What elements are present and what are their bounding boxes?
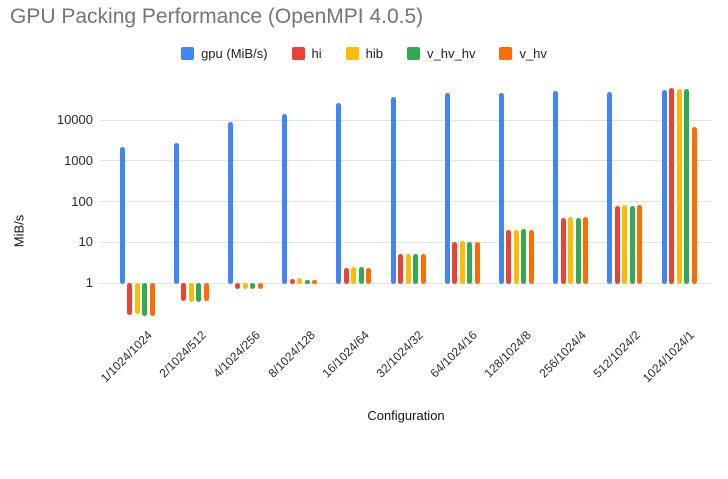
bar-hib-32-1024-32[interactable] bbox=[405, 254, 411, 284]
bar-gpu-mib-s-16-1024-64[interactable] bbox=[336, 103, 342, 284]
bar-gpu-mib-s-8-1024-128[interactable] bbox=[282, 113, 288, 284]
bar-v-hv-hv-512-1024-2[interactable] bbox=[629, 205, 635, 284]
bar-gpu-mib-s-1024-1024-1[interactable] bbox=[661, 89, 667, 284]
bar-v-hv-8-1024-128[interactable] bbox=[312, 280, 318, 284]
bar-v-hv-hv-1-1024-1024[interactable] bbox=[142, 282, 147, 317]
bar-gpu-mib-s-64-1024-16[interactable] bbox=[444, 93, 450, 284]
bar-hib-1024-1024-1[interactable] bbox=[676, 89, 682, 284]
bar-hi-256-1024-4[interactable] bbox=[560, 218, 566, 284]
bar-hi-1024-1024-1[interactable] bbox=[669, 88, 674, 284]
legend-item-v-hv-hv: v_hv_hv bbox=[407, 46, 475, 61]
legend-label: hi bbox=[311, 46, 322, 61]
bar-v-hv-2-1024-512[interactable] bbox=[203, 282, 209, 302]
bar-hi-16-1024-64[interactable] bbox=[343, 267, 349, 284]
legend-item-hi: hi bbox=[291, 46, 322, 61]
bar-v-hv-hv-1024-1024-1[interactable] bbox=[684, 88, 689, 284]
y-axis-title: MiB/s bbox=[11, 214, 27, 248]
legend-swatch-icon bbox=[345, 47, 359, 60]
y-tick-label-10: 10 bbox=[78, 234, 93, 250]
bar-hib-128-1024-8[interactable] bbox=[513, 229, 519, 284]
bar-v-hv-hv-4-1024-256[interactable] bbox=[250, 282, 256, 289]
legend-label: v_hv_hv bbox=[427, 46, 476, 61]
legend-item-gpu-mib-s: gpu (MiB/s) bbox=[181, 46, 268, 61]
bar-hib-512-1024-2[interactable] bbox=[622, 205, 628, 284]
bar-v-hv-1-1024-1024[interactable] bbox=[149, 282, 155, 317]
legend-swatch-icon bbox=[407, 47, 421, 60]
bar-v-hv-hv-256-1024-4[interactable] bbox=[575, 217, 581, 284]
bar-gpu-mib-s-512-1024-2[interactable] bbox=[607, 91, 613, 284]
bar-v-hv-hv-128-1024-8[interactable] bbox=[521, 228, 527, 284]
bar-hi-128-1024-8[interactable] bbox=[506, 229, 512, 284]
bar-v-hv-4-1024-256[interactable] bbox=[257, 282, 263, 290]
legend-item-v-hv: v_hv bbox=[499, 46, 547, 61]
bar-v-hv-512-1024-2[interactable] bbox=[637, 205, 643, 284]
bar-hi-32-1024-32[interactable] bbox=[398, 254, 403, 284]
bar-hi-512-1024-2[interactable] bbox=[614, 206, 620, 284]
y-tick-label-1: 1 bbox=[85, 275, 93, 291]
gridline-1000 bbox=[100, 160, 712, 162]
bar-hib-16-1024-64[interactable] bbox=[351, 266, 357, 284]
plot-area: 1 10 100 1000 10000 1/1024/1024 2/1024/512 4/10… bbox=[56, 88, 712, 385]
bar-v-hv-hv-16-1024-64[interactable] bbox=[358, 267, 364, 284]
bar-gpu-mib-s-256-1024-4[interactable] bbox=[553, 91, 559, 284]
bar-gpu-mib-s-32-1024-32[interactable] bbox=[390, 96, 396, 284]
bar-gpu-mib-s-128-1024-8[interactable] bbox=[498, 92, 504, 284]
bar-v-hv-128-1024-8[interactable] bbox=[528, 229, 534, 284]
legend: gpu (MiB/s) hi hib v_hv_hv v_hv bbox=[0, 46, 728, 61]
bar-v-hv-hv-8-1024-128[interactable] bbox=[304, 279, 310, 284]
bar-v-hv-hv-2-1024-512[interactable] bbox=[196, 282, 202, 302]
legend-label: hib bbox=[365, 46, 384, 61]
chart-title: GPU Packing Performance (OpenMPI 4.0.5) bbox=[10, 5, 424, 28]
bar-hi-1-1024-1024[interactable] bbox=[127, 282, 132, 316]
bar-hib-2-1024-512[interactable] bbox=[188, 282, 194, 302]
y-tick-label-100: 100 bbox=[71, 193, 93, 209]
bar-hi-4-1024-256[interactable] bbox=[235, 282, 241, 289]
legend-label: gpu (MiB/s) bbox=[201, 46, 268, 61]
bar-v-hv-hv-64-1024-16[interactable] bbox=[467, 241, 473, 284]
legend-swatch-icon bbox=[181, 47, 195, 60]
chart-container: GPU Packing Performance (OpenMPI 4.0.5) … bbox=[0, 5, 728, 423]
legend-swatch-icon bbox=[499, 47, 513, 60]
bar-hi-2-1024-512[interactable] bbox=[181, 282, 187, 302]
legend-item-hib: hib bbox=[345, 46, 384, 61]
bar-hi-64-1024-16[interactable] bbox=[452, 241, 458, 284]
legend-swatch-icon bbox=[291, 47, 305, 60]
gridline-100 bbox=[100, 201, 712, 203]
bar-v-hv-16-1024-64[interactable] bbox=[366, 267, 372, 284]
gridline-10000 bbox=[100, 119, 712, 121]
gridline-10 bbox=[100, 241, 712, 243]
bar-hib-1-1024-1024[interactable] bbox=[134, 282, 140, 315]
bar-hib-64-1024-16[interactable] bbox=[459, 241, 465, 284]
bar-gpu-mib-s-4-1024-256[interactable] bbox=[227, 122, 233, 284]
y-tick-label-1000: 1000 bbox=[64, 152, 93, 168]
y-tick-label-10000: 10000 bbox=[56, 112, 93, 127]
bar-v-hv-1024-1024-1[interactable] bbox=[691, 126, 697, 284]
x-axis-title: Configuration bbox=[367, 408, 445, 423]
legend-label: v_hv bbox=[519, 46, 547, 61]
bar-hib-8-1024-128[interactable] bbox=[297, 278, 303, 284]
bar-hi-8-1024-128[interactable] bbox=[289, 278, 295, 284]
bar-gpu-mib-s-1-1024-1024[interactable] bbox=[119, 147, 125, 284]
bar-v-hv-32-1024-32[interactable] bbox=[420, 254, 426, 284]
bar-v-hv-64-1024-16[interactable] bbox=[474, 241, 480, 284]
bar-hib-256-1024-4[interactable] bbox=[568, 217, 574, 284]
bar-v-hv-hv-32-1024-32[interactable] bbox=[413, 254, 418, 284]
bar-gpu-mib-s-2-1024-512[interactable] bbox=[173, 143, 179, 284]
bar-hib-4-1024-256[interactable] bbox=[242, 282, 248, 290]
bar-v-hv-256-1024-4[interactable] bbox=[583, 217, 589, 284]
